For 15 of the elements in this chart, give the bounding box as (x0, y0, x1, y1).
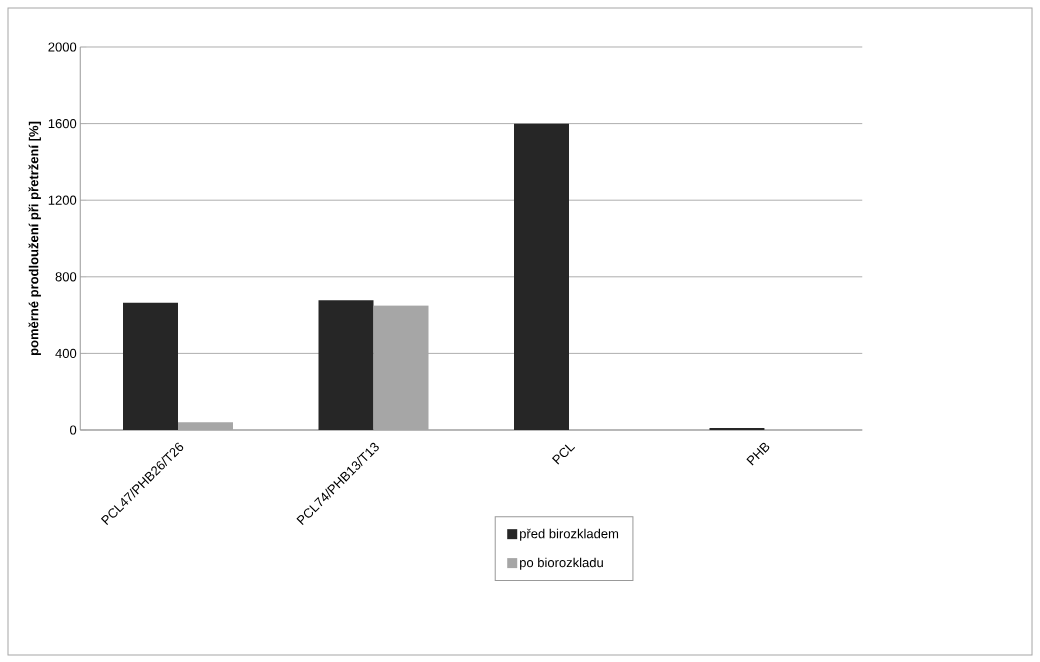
bar (318, 300, 374, 430)
y-tick-label: 1200 (48, 195, 77, 205)
bar (178, 422, 234, 430)
bar (514, 123, 570, 430)
x-tick-label: PCL (551, 444, 576, 465)
y-axis-title: poměrné prodloužení při přetržení [%] (28, 121, 41, 356)
bar (373, 305, 429, 430)
y-tick-label: 1600 (48, 118, 77, 129)
y-tick-label: 0 (69, 425, 77, 435)
legend-label: po biorozkladu (520, 557, 603, 570)
bar (123, 302, 178, 430)
y-tick-label: 800 (55, 272, 77, 282)
legend-label: před birozkladem (520, 528, 619, 541)
y-tick-label: 2000 (48, 42, 77, 52)
y-tick-label: 400 (55, 348, 77, 358)
